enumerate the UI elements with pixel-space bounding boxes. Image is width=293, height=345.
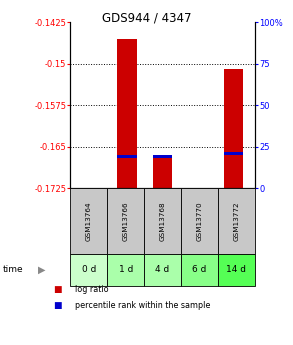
- Text: GDS944 / 4347: GDS944 / 4347: [102, 11, 191, 24]
- Text: time: time: [3, 265, 23, 275]
- Text: 14 d: 14 d: [226, 265, 246, 275]
- Text: GSM13770: GSM13770: [197, 201, 202, 240]
- Bar: [153, 155, 172, 158]
- Text: ■: ■: [53, 301, 61, 310]
- Text: GSM13772: GSM13772: [234, 201, 239, 240]
- Bar: [117, 39, 137, 188]
- Text: 6 d: 6 d: [192, 265, 207, 275]
- Text: ■: ■: [53, 285, 61, 294]
- Text: ▶: ▶: [38, 265, 46, 275]
- Bar: [224, 69, 243, 188]
- Text: GSM13764: GSM13764: [86, 201, 92, 240]
- Text: 1 d: 1 d: [118, 265, 133, 275]
- Text: GSM13766: GSM13766: [123, 201, 129, 240]
- Bar: [117, 155, 137, 158]
- Text: log ratio: log ratio: [75, 285, 108, 294]
- Text: 4 d: 4 d: [156, 265, 170, 275]
- Text: 0 d: 0 d: [81, 265, 96, 275]
- Bar: [153, 155, 172, 188]
- Text: percentile rank within the sample: percentile rank within the sample: [75, 301, 210, 310]
- Bar: [224, 152, 243, 155]
- Text: GSM13768: GSM13768: [160, 201, 166, 240]
